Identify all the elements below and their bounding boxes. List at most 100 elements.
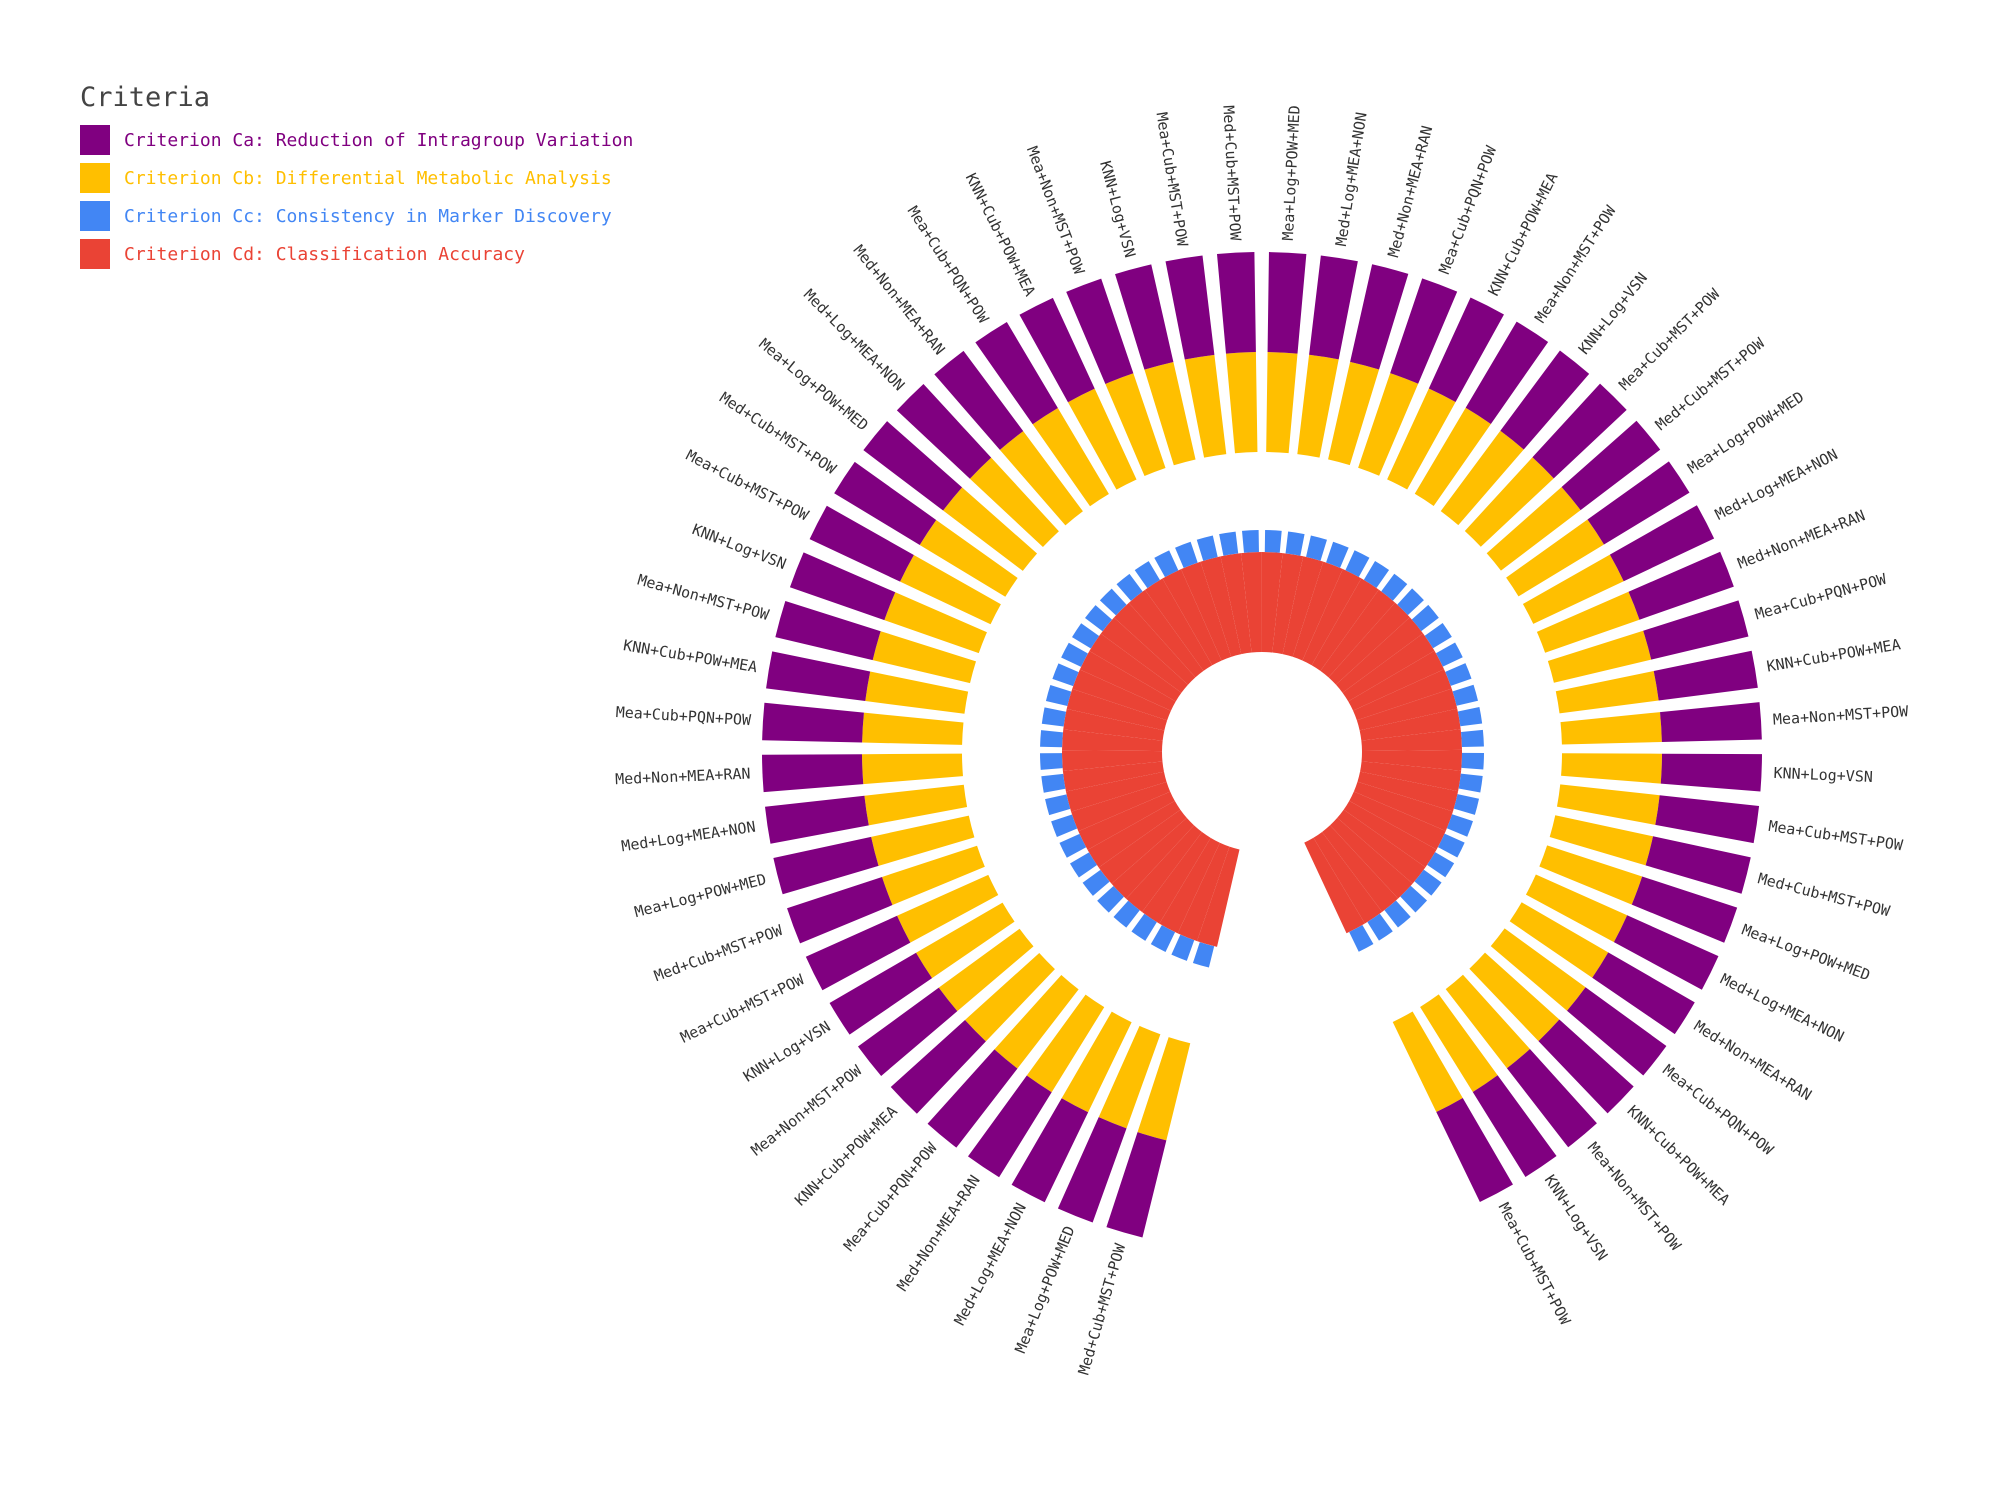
bar-cb [1225,352,1258,454]
bar-cb [1464,457,1554,547]
bar-cd [1072,669,1171,721]
bar-cd [1343,800,1437,868]
bar-ca [1506,1049,1597,1148]
bar-cb [1536,591,1640,653]
bar-ca [787,876,893,944]
bar-ca [1428,297,1504,402]
bar-ca [934,350,1024,450]
bar-cd [1353,781,1453,831]
bar-cd [1335,617,1424,693]
bar-cc [1367,913,1393,941]
legend-item-cc[interactable]: Criterion Cc: Consistency in Marker Disc… [80,197,633,235]
bar-cc [1381,573,1408,601]
bar-cb [1392,1011,1463,1113]
bar-cd [1181,561,1232,661]
bar-cd [1159,837,1220,934]
bar-ca [775,601,881,661]
bar-cd [1356,688,1458,731]
bar-cd [1328,602,1410,685]
bar-cd [1144,578,1213,671]
bar-cb [1539,845,1643,905]
bar-cb [999,431,1083,526]
legend-item-cb[interactable]: Criterion Cb: Differential Metabolic Ana… [80,159,633,197]
legend-item-ca[interactable]: Criterion Ca: Reduction of Intragroup Va… [80,121,633,159]
bar-cc [1052,663,1079,687]
tick-label: Med+Non+MEA+RAN [1384,124,1436,260]
bar-cb [1549,815,1654,866]
bar-ca [1472,1075,1557,1177]
bar-ca [1645,836,1751,894]
bar-cc [1113,900,1140,928]
bar-ca [890,1019,986,1114]
bar-cc [1264,530,1282,553]
bar-ca [1538,1019,1634,1114]
tick-label: Mea+Non+MST+POW [1023,144,1089,278]
bar-cb [1525,874,1628,943]
bar-ca [762,754,864,793]
bar-cc [1045,684,1072,707]
bar-cb [1105,373,1166,476]
legend-label-cc: Criterion Cc: Consistency in Marker Disc… [124,205,612,227]
tick-label: KNN+Log+VSN [740,1017,834,1085]
bar-cc [1099,588,1127,616]
bar-cb [862,753,963,785]
bar-cd [1100,617,1188,693]
bar-cb [1328,361,1380,466]
bar-cc [1285,531,1305,556]
bar-ca [805,915,911,991]
bar-cc [1427,852,1455,878]
bar-ca [863,421,963,511]
bar-ca [927,1049,1018,1148]
bar-cb [1067,388,1137,490]
tick-label: Mea+Log+POW+MED [1011,1223,1078,1355]
bar-cb [1560,712,1662,745]
bar-cc [1040,753,1063,770]
bar-ca [1216,252,1256,354]
tick-label: Mea+Cub+PQN+POW [615,703,752,729]
bar-cd [1197,846,1240,947]
bar-cc [1435,642,1463,667]
bar-ca [765,795,869,844]
bar-cd [1111,817,1195,899]
bar-cb [965,952,1055,1042]
bar-cd [1353,669,1452,721]
bar-cd [1282,556,1324,657]
bar-cd [1302,569,1362,666]
tick-label: Mea+Log+POW+MED [1279,105,1304,241]
bar-ca [1643,600,1749,660]
bar-ca [789,552,896,621]
tick-label: Mea+Log+POW+MED [1739,921,1872,985]
bar-ca [857,987,958,1076]
bar-ca [1587,461,1690,545]
tick-label: Mea+Cub+MST+POW [677,970,807,1047]
bar-cd [1126,825,1203,913]
bar-cc [1363,560,1390,588]
tick-label: KNN+Log+VSN [1541,1171,1611,1263]
legend-item-cd[interactable]: Criterion Cd: Classification Accuracy [80,235,633,273]
bar-cb [1420,994,1498,1092]
bar-ca [1106,1132,1167,1238]
tick-label: KNN+Cub+POW+MEA [622,636,759,676]
bar-cc [1041,707,1067,727]
bar-cb [1469,952,1560,1042]
legend-label-ca: Criterion Ca: Reduction of Intragroup Va… [124,129,634,151]
tick-label: Mea+Cub+MST+POW [1153,111,1192,249]
bar-cb [1026,994,1105,1093]
bar-cc [1196,535,1218,561]
tick-label: Med+Cub+MST+POW [652,921,786,985]
bar-ca [1592,952,1695,1035]
bar-cd [1337,809,1426,884]
bar-cd [1087,800,1181,868]
bar-cd [1200,556,1242,657]
bar-cd [1062,729,1163,752]
bar-cd [1348,650,1445,711]
bar-ca [1436,1097,1513,1203]
bar-ca [773,836,879,895]
legend-label-cb: Criterion Cb: Differential Metabolic Ana… [124,167,612,189]
bar-ca [766,651,871,702]
bar-cb [938,928,1034,1012]
bar-cc [1131,913,1157,941]
bar-cc [1085,605,1113,632]
bar-ca [1660,702,1762,743]
bar-cc [1175,541,1198,568]
